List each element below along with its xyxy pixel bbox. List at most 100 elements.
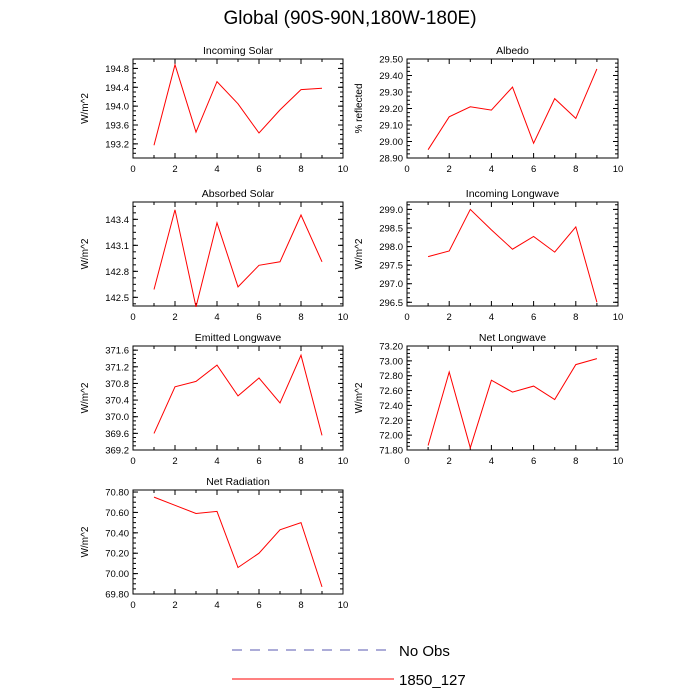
series-line [153,353,323,436]
x-tick-label: 8 [573,164,578,175]
plot-frame [132,58,344,159]
y-tick-label: 298.5 [379,224,403,235]
legend-label: 1850_127 [399,672,466,689]
y-tick-label: 28.90 [379,154,403,165]
x-tick-label: 4 [214,312,219,323]
y-tick-label: 70.20 [105,549,129,560]
y-tick-label: 73.00 [379,356,403,367]
series-line [427,208,598,303]
y-tick-label: 371.2 [105,362,129,373]
y-tick-label: 369.2 [105,446,129,457]
x-tick-label: 0 [404,456,409,467]
series-line [427,358,598,450]
series-line [427,68,598,150]
y-tick-label: 142.5 [105,293,129,304]
y-axis-label: % reflected [354,83,365,133]
x-tick-label: 0 [404,164,409,175]
legend-label: No Obs [399,643,450,660]
x-tick-label: 4 [214,164,219,175]
y-tick-label: 369.6 [105,429,129,440]
y-tick-label: 72.20 [379,416,403,427]
x-tick-label: 4 [489,312,494,323]
x-tick-label: 2 [172,456,177,467]
y-tick-label: 70.60 [105,508,129,519]
x-tick-label: 10 [613,456,624,467]
x-tick-label: 8 [298,600,303,611]
x-tick-label: 0 [130,164,135,175]
plot-frame [132,345,344,451]
x-tick-label: 0 [130,456,135,467]
x-tick-label: 6 [256,456,261,467]
x-tick-label: 6 [531,164,536,175]
x-tick-label: 4 [489,164,494,175]
y-tick-label: 296.5 [379,298,403,309]
x-tick-label: 8 [298,312,303,323]
plot-frame [406,58,619,159]
panel-title: Emitted Longwave [195,332,282,344]
x-tick-label: 2 [172,164,177,175]
y-tick-label: 29.20 [379,104,403,115]
x-tick-label: 8 [298,456,303,467]
panel-title: Incoming Longwave [466,188,560,200]
x-tick-label: 2 [172,312,177,323]
x-tick-label: 6 [256,600,261,611]
x-tick-label: 2 [447,456,452,467]
y-tick-label: 72.80 [379,371,403,382]
y-tick-label: 29.40 [379,71,403,82]
x-tick-label: 2 [447,312,452,323]
panel-title: Incoming Solar [203,45,274,57]
x-tick-label: 10 [338,164,349,175]
y-tick-label: 72.60 [379,386,403,397]
panel-3: Absorbed Solar W/m^2 0 2 4 6 8 10 142.5 142.8 143.… [80,188,348,323]
plot-frame [132,489,344,595]
y-axis-label: W/m^2 [80,526,91,557]
y-tick-label: 29.10 [379,121,403,132]
y-axis-label: W/m^2 [354,238,365,269]
x-tick-label: 6 [531,456,536,467]
y-tick-label: 142.8 [105,267,129,278]
x-tick-label: 2 [172,600,177,611]
y-tick-label: 194.0 [105,102,129,113]
y-tick-label: 72.40 [379,401,403,412]
y-tick-label: 70.40 [105,528,129,539]
y-tick-label: 29.30 [379,88,403,99]
y-axis-label: W/m^2 [354,382,365,413]
y-axis-label: W/m^2 [80,238,91,269]
y-tick-label: 193.6 [105,121,129,132]
y-axis-label: W/m^2 [80,93,91,124]
panel-2: Albedo % reflected 0 2 4 6 8 10 28.90 29.00 29.10 2… [354,45,623,175]
y-tick-label: 371.6 [105,346,129,357]
x-tick-label: 8 [573,456,578,467]
y-tick-label: 297.0 [379,279,403,290]
y-tick-label: 370.4 [105,396,129,407]
series-line [153,209,323,308]
x-tick-label: 10 [338,600,349,611]
y-tick-label: 29.00 [379,137,403,148]
x-tick-label: 10 [613,164,624,175]
x-tick-label: 4 [214,456,219,467]
panel-title: Absorbed Solar [202,188,275,200]
y-tick-label: 370.0 [105,412,129,423]
x-tick-label: 2 [447,164,452,175]
x-tick-label: 6 [531,312,536,323]
y-tick-label: 29.50 [379,55,403,66]
panel-5: Emitted Longwave W/m^2 0 2 4 6 8 10 369.2 369.6 37… [80,332,348,467]
y-tick-label: 69.80 [105,590,129,601]
series-line [153,62,323,146]
y-tick-label: 72.00 [379,431,403,442]
y-tick-label: 193.2 [105,139,129,150]
panel-6: Net Longwave W/m^2 0 2 4 6 8 10 71.80 72.00 72.20 7… [354,332,623,467]
y-axis-label: W/m^2 [80,382,91,413]
y-tick-label: 194.8 [105,64,129,75]
x-tick-label: 4 [214,600,219,611]
x-tick-label: 10 [338,456,349,467]
x-tick-label: 6 [256,312,261,323]
panel-title: Net Radiation [206,476,270,488]
y-tick-label: 298.0 [379,242,403,253]
x-tick-label: 0 [404,312,409,323]
panel-title: Albedo [496,45,529,57]
x-tick-label: 10 [613,312,624,323]
x-tick-label: 0 [130,600,135,611]
x-tick-label: 8 [573,312,578,323]
